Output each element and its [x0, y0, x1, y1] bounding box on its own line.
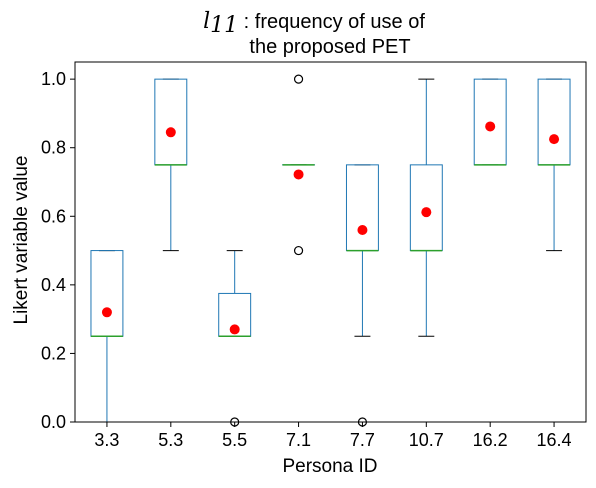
- outlier-point: [293, 245, 304, 256]
- mean-point: [101, 307, 112, 318]
- x-tick-label: 7.1: [286, 430, 311, 450]
- y-tick-label: 0.4: [41, 275, 66, 295]
- x-tick-label: 10.7: [409, 430, 444, 450]
- x-tick-label: 7.7: [350, 430, 375, 450]
- box-group-3.3: [90, 250, 124, 423]
- mean-point: [357, 225, 368, 235]
- x-tick-label: 16.2: [473, 430, 508, 450]
- iqr-box: [345, 164, 379, 252]
- title-text-line1: : frequency of use of: [238, 11, 425, 33]
- iqr-box: [90, 250, 124, 337]
- box-group-7.7: [345, 164, 379, 427]
- chart-title-line2: the proposed PET: [249, 36, 410, 58]
- box-group-5.5: [218, 250, 252, 427]
- mean-point: [165, 127, 176, 138]
- axes-frame: [74, 61, 587, 423]
- y-axis: 0.0 0.2 0.4 0.6 0.8 1.0: [41, 69, 75, 432]
- iqr-box: [537, 78, 571, 166]
- mean-point: [421, 207, 432, 218]
- x-tick-label: 5.3: [158, 430, 183, 450]
- y-tick-label: 0.6: [41, 206, 66, 226]
- plot-area: [90, 74, 571, 427]
- mean-point: [229, 324, 240, 335]
- chart-title: l11 : frequency of use of the proposed P…: [203, 9, 425, 58]
- mean-point: [485, 121, 496, 132]
- mean-point: [293, 169, 304, 180]
- x-tick-label: 3.3: [94, 430, 119, 450]
- y-axis-label: Likert variable value: [11, 156, 32, 325]
- x-axis-label: Persona ID: [282, 456, 377, 477]
- box-group-5.3: [154, 78, 188, 252]
- y-tick-label: 0.2: [41, 343, 66, 363]
- y-tick-label: 0.0: [41, 412, 66, 432]
- y-tick-label: 1.0: [41, 69, 66, 89]
- outlier-point: [293, 74, 304, 84]
- box-group-16.2: [473, 78, 507, 166]
- title-math-symbol: l: [203, 9, 210, 34]
- x-axis: 3.3 5.3 5.5 7.1 7.7 10.7 16.2 16.4: [94, 422, 572, 450]
- box-group-16.4: [537, 78, 571, 252]
- x-tick-label: 5.5: [222, 430, 247, 450]
- mean-point: [549, 134, 560, 145]
- box-group-7.1: [282, 74, 316, 256]
- y-tick-label: 0.8: [41, 138, 66, 158]
- chart-title-line1: l11 : frequency of use of: [203, 9, 425, 38]
- iqr-box: [154, 78, 188, 166]
- title-math-subscript: 11: [210, 13, 238, 38]
- x-tick-label: 16.4: [537, 430, 572, 450]
- box-group-10.7: [409, 78, 443, 337]
